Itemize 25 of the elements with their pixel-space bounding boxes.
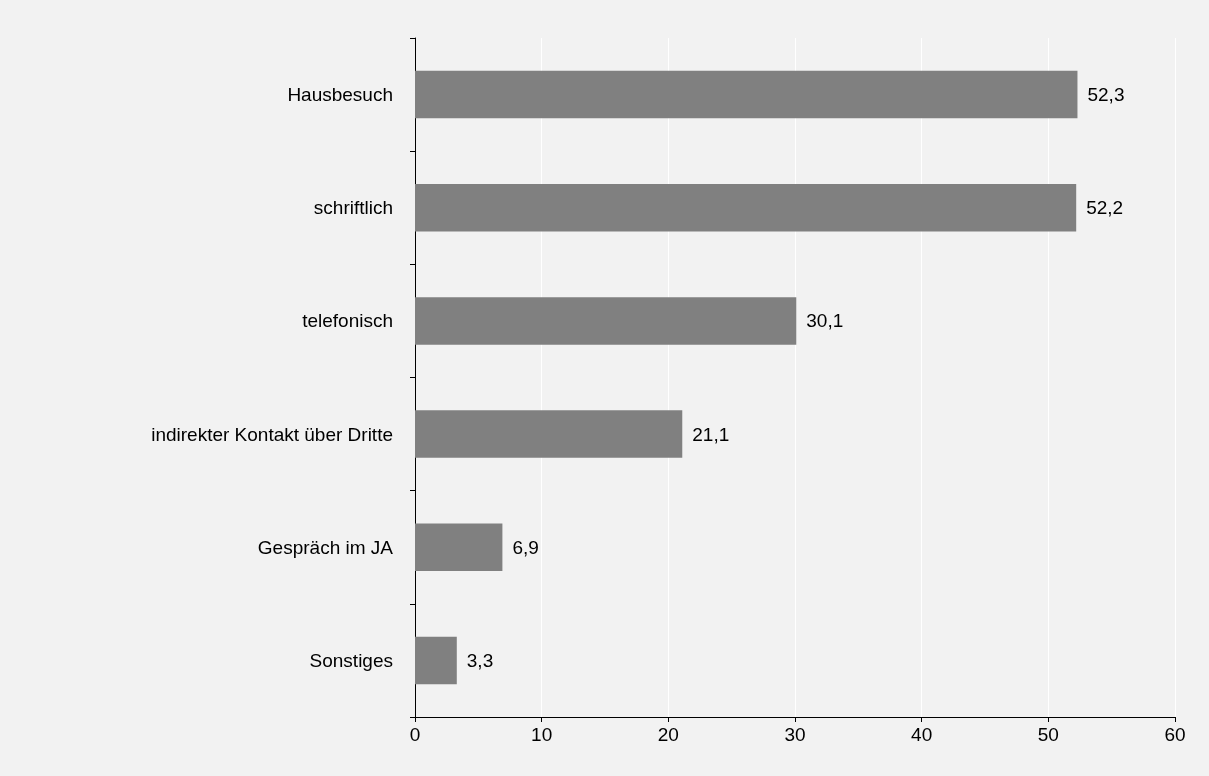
bar bbox=[415, 297, 797, 345]
y-tick-label: schriftlich bbox=[313, 197, 393, 219]
data-label: 52,2 bbox=[1086, 197, 1124, 219]
bar bbox=[415, 70, 1078, 119]
y-tick-label: telefonisch bbox=[302, 310, 393, 332]
bar bbox=[415, 636, 457, 685]
y-tick-label: Sonstiges bbox=[309, 649, 393, 671]
data-label: 21,1 bbox=[692, 423, 730, 445]
x-tick-label: 10 bbox=[531, 724, 553, 745]
data-label: 52,3 bbox=[1087, 84, 1125, 106]
data-label: 30,1 bbox=[806, 310, 844, 332]
x-tick-label: 30 bbox=[784, 724, 806, 745]
x-tick-label: 50 bbox=[1037, 724, 1059, 745]
bar bbox=[415, 183, 1077, 232]
data-label: 3,3 bbox=[466, 649, 494, 671]
y-tick-label: Hausbesuch bbox=[287, 84, 393, 106]
y-tick-label: indirekter Kontakt über Dritte bbox=[151, 423, 393, 445]
bar bbox=[415, 523, 503, 572]
bar bbox=[415, 410, 683, 458]
x-tick-label: 0 bbox=[409, 724, 421, 745]
x-tick-label: 20 bbox=[657, 724, 679, 745]
data-label: 6,9 bbox=[512, 536, 539, 558]
x-tick-label: 60 bbox=[1164, 724, 1186, 745]
y-tick-label: Gespräch im JA bbox=[257, 536, 394, 558]
x-tick-label: 40 bbox=[911, 724, 933, 745]
